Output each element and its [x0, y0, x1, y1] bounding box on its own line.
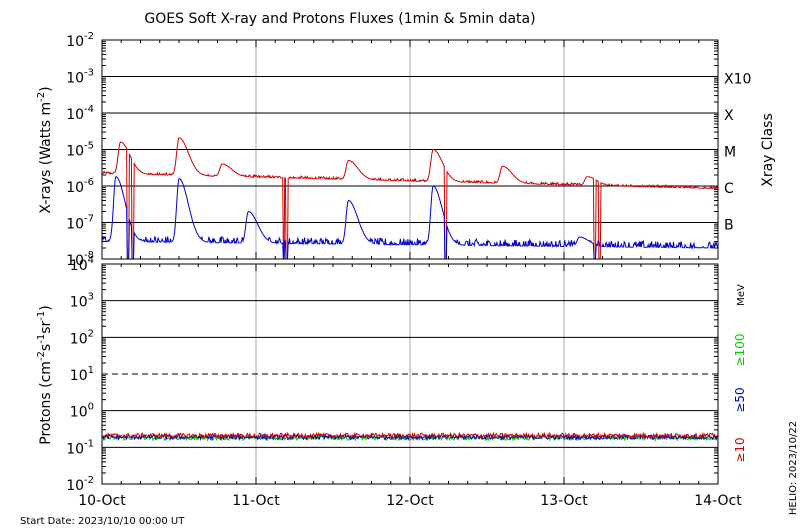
ytick-label: 102	[70, 328, 94, 347]
ytick-label: 100	[70, 402, 94, 421]
proton-energy-label: ≥50	[733, 387, 747, 412]
ytick-label: 10-8	[66, 250, 94, 269]
xray-class-label: X10	[724, 72, 751, 88]
ytick-label: 10-4	[66, 104, 94, 123]
xray-class-label: C	[724, 181, 734, 197]
ytick-label: 10-3	[66, 68, 94, 87]
ytick-label: 10-1	[66, 438, 94, 457]
xtick-label: 13-Oct	[540, 493, 588, 509]
ytick-label: 10-2	[66, 31, 94, 50]
proton-energy-label: ≥100	[733, 334, 747, 367]
xray-ylabel: X-rays (Watts m-2)	[36, 86, 54, 213]
xray-class-label: X	[724, 108, 734, 124]
xtick-label: 11-Oct	[232, 493, 280, 509]
xray-frame	[101, 39, 719, 260]
chart-title: GOES Soft X-ray and Protons Fluxes (1min…	[144, 11, 535, 27]
xray-panel: 10-2 10-3 10-4 10-5 10-6 10-7 10-8 X10 X M C B	[66, 31, 751, 269]
mev-label: MeV	[736, 284, 747, 306]
ytick-label: 104	[70, 255, 94, 274]
xtick-label: 12-Oct	[386, 493, 434, 509]
proton-series	[101, 434, 719, 443]
ytick-label: 10-5	[66, 141, 94, 160]
xray-long-series	[101, 137, 719, 260]
proton-panel: 104 103 102 101 100 10-1 10-210-Oct 11-Oct 12-Oc…	[66, 255, 747, 509]
ytick-label: 101	[70, 365, 94, 384]
proton-series	[101, 431, 719, 440]
start-date: Start Date: 2023/10/10 00:00 UT	[20, 516, 185, 527]
xray-class-label: M	[724, 145, 736, 161]
xray-class-title: Xray Class	[760, 113, 776, 187]
proton-ylabel: Protons (cm-2s-1sr-1)	[36, 305, 54, 444]
helio-date: HELIO: 2023/10/22	[788, 421, 799, 515]
xtick-label: 10-Oct	[78, 493, 126, 509]
ytick-label: 10-7	[66, 214, 94, 233]
xray-short-series	[101, 176, 719, 260]
xray-class-label: B	[724, 218, 734, 234]
proton-energy-label: ≥10	[733, 437, 747, 462]
ytick-label: 10-6	[66, 177, 94, 196]
ytick-label: 103	[70, 292, 94, 311]
proton-frame	[101, 263, 719, 485]
ytick-label: 10-2	[66, 475, 94, 494]
xtick-label: 14-Oct	[694, 493, 742, 509]
